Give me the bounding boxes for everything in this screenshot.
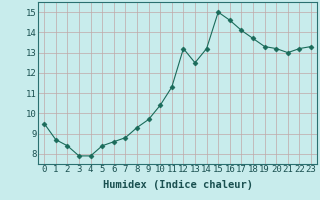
X-axis label: Humidex (Indice chaleur): Humidex (Indice chaleur) xyxy=(103,180,252,190)
